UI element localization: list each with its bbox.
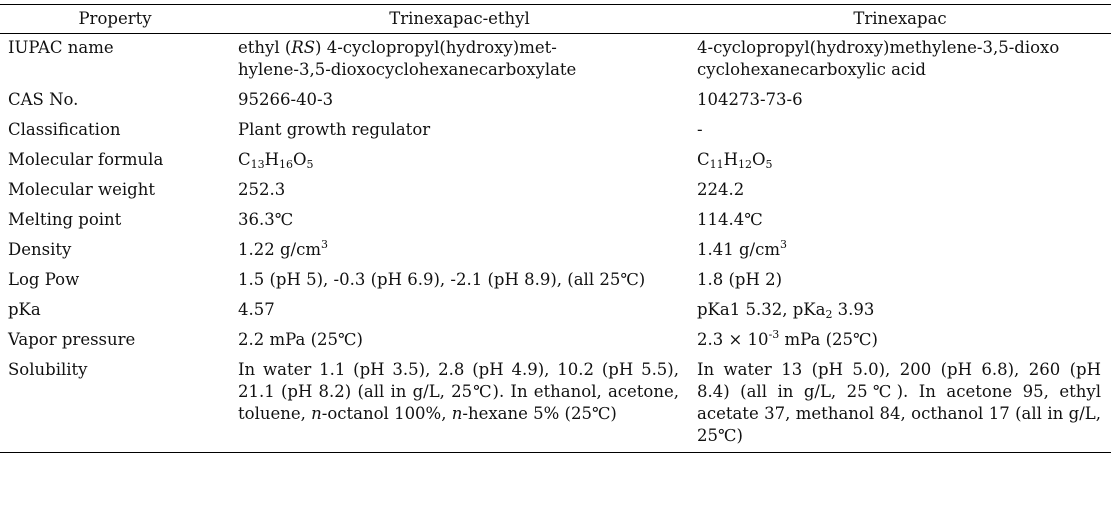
cell-trinexapac: 224.2 — [697, 180, 745, 199]
row-label: Density — [8, 240, 72, 259]
cell-trinexapac-ethyl: 2.2 mPa (25℃) — [238, 330, 363, 349]
table-row: Melting point 36.3℃ 114.4℃ — [0, 206, 1111, 236]
table-row: Vapor pressure 2.2 mPa (25℃) 2.3 × 10-3 … — [0, 326, 1111, 356]
table-row: Density 1.22 g/cm3 1.41 g/cm3 — [0, 236, 1111, 266]
cell-trinexapac: - — [697, 120, 703, 139]
table-row: IUPAC name ethyl (RS) 4-cyclopropyl(hydr… — [0, 34, 1111, 87]
cell-trinexapac-ethyl: 4.57 — [238, 300, 275, 319]
row-label: Vapor pressure — [8, 330, 136, 349]
cell-trinexapac: 104273-73-6 — [697, 90, 803, 109]
table-row: Classification Plant growth regulator - — [0, 116, 1111, 146]
row-label: Melting point — [8, 210, 122, 229]
cell-trinexapac: 1.41 g/cm3 — [697, 238, 787, 259]
row-label: Molecular formula — [8, 150, 164, 169]
cell-trinexapac-ethyl: In water 1.1 (pH 3.5), 2.8 (pH 4.9), 10.… — [238, 360, 679, 423]
properties-table: Property Trinexapac-ethyl Trinexapac IUP… — [0, 4, 1111, 453]
table-row: Solubility In water 1.1 (pH 3.5), 2.8 (p… — [0, 356, 1111, 453]
row-label: CAS No. — [8, 90, 79, 109]
cell-trinexapac: 1.8 (pH 2) — [697, 270, 783, 289]
cell-trinexapac: 4-cyclopropyl(hydroxy)methylene-3,5-diox… — [697, 38, 1060, 79]
cell-trinexapac: 114.4℃ — [697, 210, 763, 229]
row-label: Log Pow — [8, 270, 80, 289]
cell-trinexapac-ethyl: 95266-40-3 — [238, 90, 334, 109]
header-row: Property Trinexapac-ethyl Trinexapac — [0, 4, 1111, 34]
cell-trinexapac: C11H12O5 — [697, 150, 773, 171]
cell-trinexapac: In water 13 (pH 5.0), 200 (pH 6.8), 260 … — [697, 360, 1101, 445]
header-trinexapac-ethyl: Trinexapac-ethyl — [389, 9, 530, 28]
row-label: Solubility — [8, 360, 88, 379]
cell-trinexapac-ethyl: Plant growth regulator — [238, 120, 431, 139]
table-row: Molecular formula C13H16O5 C11H12O5 — [0, 146, 1111, 176]
table-row: pKa 4.57 pKa1 5.32, pKa2 3.93 — [0, 296, 1111, 326]
row-label: pKa — [8, 300, 41, 319]
row-label: Classification — [8, 120, 121, 139]
row-label: Molecular weight — [8, 180, 155, 199]
cell-trinexapac-ethyl: 1.5 (pH 5), -0.3 (pH 6.9), -2.1 (pH 8.9)… — [238, 270, 646, 289]
cell-trinexapac-ethyl: C13H16O5 — [238, 150, 314, 171]
table-row: Molecular weight 252.3 224.2 — [0, 176, 1111, 206]
header-trinexapac: Trinexapac — [853, 9, 947, 28]
table-row: CAS No. 95266-40-3 104273-73-6 — [0, 86, 1111, 116]
italic-rs: RS — [291, 38, 316, 57]
table-row: Log Pow 1.5 (pH 5), -0.3 (pH 6.9), -2.1 … — [0, 266, 1111, 296]
cell-trinexapac-ethyl: 36.3℃ — [238, 210, 294, 229]
cell-trinexapac: pKa1 5.32, pKa2 3.93 — [697, 300, 875, 321]
cell-trinexapac: 2.3 × 10-3 mPa (25℃) — [697, 328, 878, 349]
row-label: IUPAC name — [8, 38, 114, 57]
cell-trinexapac-ethyl: 252.3 — [238, 180, 286, 199]
header-property: Property — [78, 9, 152, 28]
cell-trinexapac-ethyl: ethyl (RS) 4-cyclopropyl(hydroxy)met-hyl… — [238, 38, 577, 79]
cell-trinexapac-ethyl: 1.22 g/cm3 — [238, 238, 328, 259]
